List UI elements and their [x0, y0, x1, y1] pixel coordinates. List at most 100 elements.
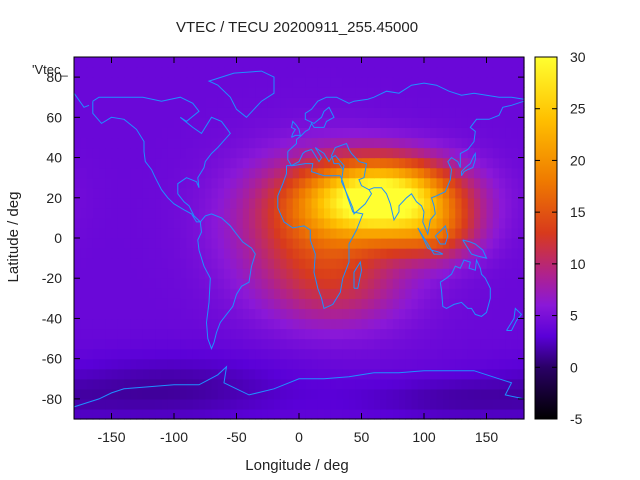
heatmap-cell — [405, 97, 413, 108]
heatmap-cell — [311, 67, 319, 78]
heatmap-cell — [336, 268, 344, 279]
heatmap-cell — [492, 378, 500, 390]
heatmap-cell — [236, 248, 244, 259]
heatmap-cell — [330, 117, 338, 128]
heatmap-cell — [242, 167, 250, 179]
heatmap-cell — [299, 268, 306, 279]
heatmap-cell — [411, 197, 419, 209]
heatmap-cell — [442, 167, 450, 179]
heatmap-cell — [299, 147, 306, 159]
heatmap-cell — [117, 147, 125, 159]
heatmap-cell — [467, 378, 475, 390]
heatmap-cell — [92, 117, 100, 128]
heatmap-cell — [161, 278, 169, 289]
heatmap-cell — [192, 368, 200, 380]
heatmap-cell — [499, 197, 506, 209]
heatmap-cell — [324, 157, 331, 169]
heatmap-cell — [367, 368, 375, 380]
heatmap-cell — [392, 278, 400, 289]
heatmap-cell — [99, 187, 106, 199]
heatmap-cell — [355, 107, 363, 118]
heatmap-cell — [211, 328, 219, 340]
heatmap-cell — [299, 338, 306, 350]
heatmap-cell — [130, 268, 138, 279]
heatmap-cell — [474, 398, 481, 410]
heatmap-cell — [355, 328, 363, 340]
heatmap-cell — [461, 217, 469, 229]
heatmap-cell — [392, 157, 400, 169]
heatmap-cell — [255, 137, 263, 149]
heatmap-cell — [311, 238, 319, 249]
heatmap-cell — [480, 358, 488, 370]
heatmap-cell — [442, 278, 450, 289]
heatmap-cell — [99, 338, 106, 350]
heatmap-cell — [499, 147, 506, 159]
heatmap-cell — [155, 338, 163, 350]
heatmap-cell — [455, 57, 463, 68]
heatmap-cell — [280, 338, 288, 350]
heatmap-cell — [367, 378, 375, 390]
heatmap-cell — [461, 408, 469, 420]
heatmap-cell — [292, 408, 300, 420]
heatmap-cell — [105, 147, 113, 159]
heatmap-cell — [199, 57, 206, 68]
heatmap-cell — [305, 117, 313, 128]
coastline — [290, 120, 301, 138]
heatmap-cell — [267, 328, 275, 340]
heatmap-cell — [486, 338, 494, 350]
heatmap-cell — [211, 137, 219, 149]
heatmap-cell — [511, 398, 519, 410]
heatmap-cell — [242, 217, 250, 229]
heatmap-cell — [130, 117, 138, 128]
heatmap-cell — [486, 197, 494, 209]
heatmap-cell — [236, 328, 244, 340]
heatmap-cell — [180, 77, 188, 88]
heatmap-cell — [324, 408, 331, 420]
heatmap-cell — [274, 157, 281, 169]
heatmap-cell — [211, 248, 219, 259]
heatmap-cell — [186, 77, 194, 88]
heatmap-cell — [180, 278, 188, 289]
heatmap-cell — [217, 268, 225, 279]
heatmap-cell — [136, 238, 144, 249]
heatmap-cell — [449, 298, 456, 309]
heatmap-cell — [274, 107, 281, 118]
coastline — [287, 82, 525, 152]
heatmap-cell — [511, 157, 519, 169]
heatmap-cell — [330, 227, 338, 239]
heatmap-cell — [130, 358, 138, 370]
heatmap-cell — [199, 67, 206, 78]
heatmap-cell — [236, 97, 244, 108]
heatmap-cell — [317, 398, 325, 410]
heatmap-cell — [424, 378, 431, 390]
heatmap-cell — [380, 388, 388, 400]
heatmap-cell — [417, 217, 425, 229]
heatmap-cell — [224, 268, 231, 279]
heatmap-cell — [130, 318, 138, 330]
heatmap-cell — [286, 57, 294, 68]
heatmap-cell — [380, 77, 388, 88]
heatmap-cell — [480, 87, 488, 98]
heatmap-cell — [117, 318, 125, 330]
heatmap-cell — [449, 238, 456, 249]
y-tick-label: 60 — [46, 109, 62, 125]
heatmap-cell — [124, 227, 131, 239]
heatmap-cell — [230, 217, 238, 229]
heatmap-cell — [386, 207, 394, 219]
heatmap-cell — [324, 117, 331, 128]
heatmap-cell — [467, 177, 475, 189]
heatmap-cell — [274, 177, 281, 189]
heatmap-cell — [174, 157, 181, 169]
heatmap-cell — [117, 57, 125, 68]
heatmap-cell — [292, 217, 300, 229]
heatmap-cell — [186, 288, 194, 299]
heatmap-cell — [392, 268, 400, 279]
heatmap-cell — [211, 308, 219, 320]
heatmap-cell — [311, 207, 319, 219]
heatmap-cell — [486, 258, 494, 269]
heatmap-cell — [349, 107, 356, 118]
heatmap-cell — [367, 127, 375, 139]
heatmap-cell — [117, 308, 125, 320]
heatmap-cell — [361, 147, 369, 159]
heatmap-cell — [405, 77, 413, 88]
